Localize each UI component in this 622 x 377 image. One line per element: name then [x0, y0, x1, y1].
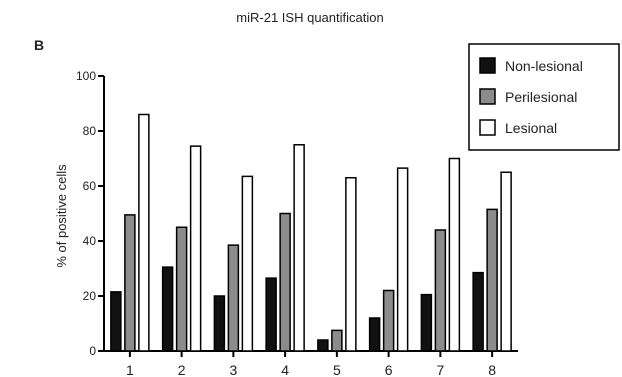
legend-label: Lesional: [505, 120, 557, 136]
legend-label: Non-lesional: [505, 58, 583, 74]
y-tick-label: 0: [89, 344, 96, 358]
x-axis: 1 2 3 4 5 6 7 8: [104, 350, 518, 377]
y-tick-label: 20: [83, 289, 97, 303]
legend-swatch: [479, 57, 496, 74]
bar: [448, 157, 461, 352]
bar: [331, 329, 343, 352]
bar: [368, 317, 381, 352]
bar: [161, 266, 174, 352]
bar: [265, 277, 277, 352]
panel-label: B: [34, 37, 44, 53]
bar: [175, 226, 188, 352]
y-tick-label: 80: [83, 124, 97, 138]
x-tick-label: 3: [229, 362, 237, 377]
x-tick-label: 7: [436, 362, 444, 377]
bar: [124, 214, 136, 352]
y-axis-label: % of positive cells: [54, 164, 69, 268]
bar: [500, 171, 512, 352]
bar: [486, 208, 498, 352]
x-tick-label: 4: [281, 362, 289, 377]
bar: [472, 271, 484, 352]
legend-label: Perilesional: [505, 89, 577, 105]
bar: [382, 289, 395, 352]
x-tick-label: 2: [178, 362, 186, 377]
x-tick-label: 6: [385, 362, 393, 377]
bar: [279, 212, 291, 352]
bar: [345, 177, 357, 352]
bar: [293, 144, 305, 352]
y-tick-label: 100: [76, 69, 96, 83]
bars: [110, 113, 512, 352]
bar: [189, 145, 202, 352]
x-tick-label: 5: [333, 362, 341, 377]
bar: [110, 291, 122, 352]
x-tick-label: 1: [126, 362, 134, 377]
y-tick-label: 60: [83, 179, 97, 193]
bar: [241, 175, 254, 352]
bar: [396, 167, 409, 352]
y-tick-label: 40: [83, 234, 97, 248]
bar: [227, 244, 240, 352]
bar: [420, 293, 433, 352]
legend-swatch: [479, 88, 496, 105]
x-tick-label: 8: [488, 362, 496, 377]
legend-swatch: [479, 119, 496, 136]
bar: [138, 113, 150, 352]
bar: [213, 295, 226, 352]
bar: [317, 339, 329, 352]
chart-title: miR-21 ISH quantification: [236, 10, 383, 25]
y-axis: 0 20 40 60 80 100: [76, 69, 105, 358]
legend: Non-lesional Perilesional Lesional: [468, 43, 620, 151]
bar: [434, 229, 447, 352]
